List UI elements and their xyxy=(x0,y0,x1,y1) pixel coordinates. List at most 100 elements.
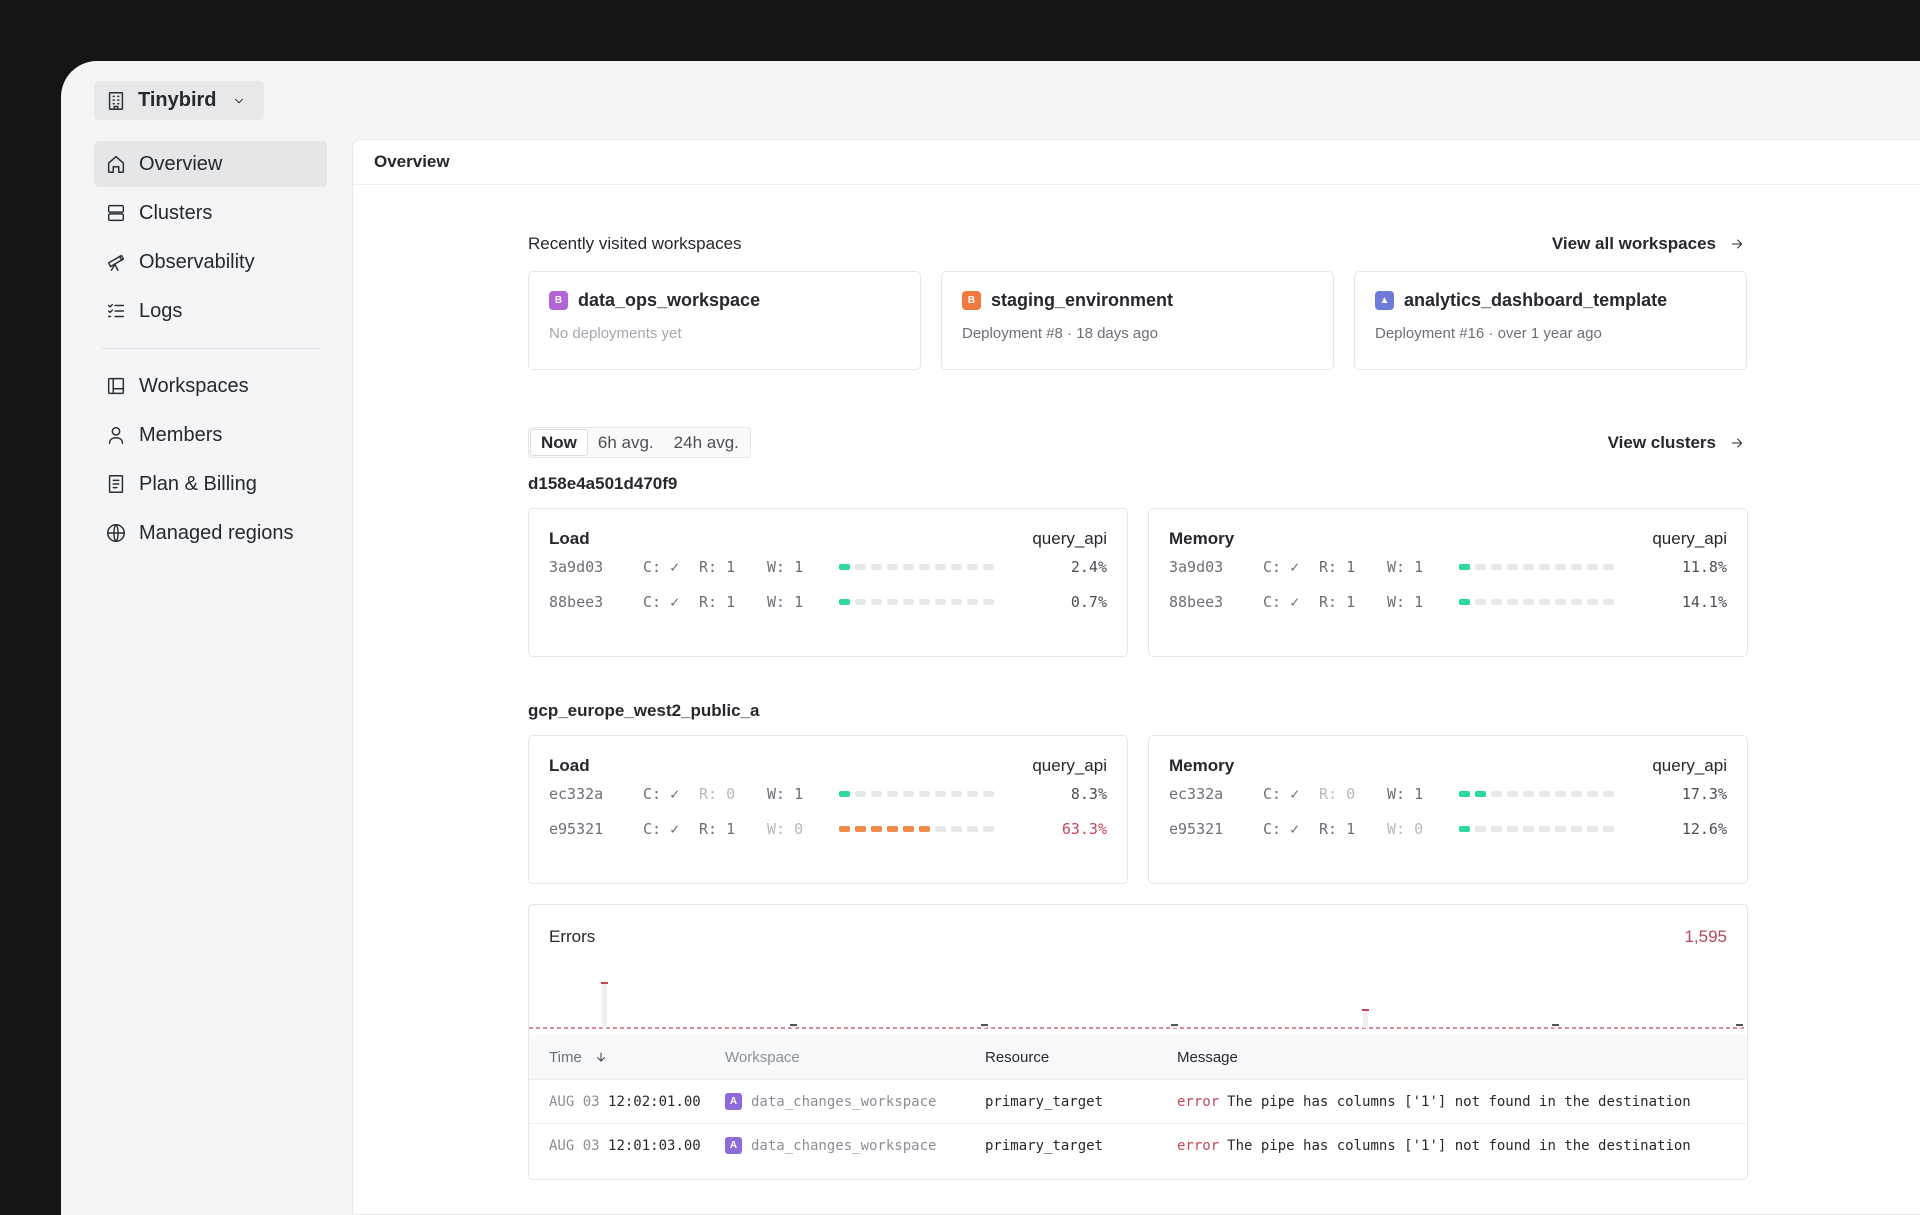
error-bar xyxy=(1363,1010,1368,1028)
usage-segment xyxy=(1491,825,1502,832)
usage-segment xyxy=(951,825,962,832)
tab-now[interactable]: Now xyxy=(530,429,588,456)
usage-segment xyxy=(1571,598,1582,605)
usage-segment xyxy=(967,825,978,832)
receipt-icon xyxy=(105,473,127,495)
column-message[interactable]: Message xyxy=(1177,1048,1238,1066)
metric-tag: query_api xyxy=(1032,529,1107,548)
sidebar-item-overview[interactable]: Overview xyxy=(94,141,327,187)
view-clusters-label: View clusters xyxy=(1607,432,1716,452)
usage-segment xyxy=(1507,790,1518,797)
workspace-deployment-info: Deployment #16 · over 1 year ago xyxy=(1375,325,1602,342)
metric-card-memory: Memory query_api ec332a C: ✓ R: 0 W: 1 1… xyxy=(1148,735,1748,884)
replica-compute: C: ✓ xyxy=(643,819,680,838)
column-workspace[interactable]: Workspace xyxy=(725,1048,800,1066)
usage-segment xyxy=(919,563,930,570)
list-check-icon xyxy=(105,300,127,322)
usage-bar xyxy=(839,598,1029,605)
sidebar-divider xyxy=(102,348,321,349)
recent-workspaces-label: Recently visited workspaces xyxy=(528,234,742,253)
errors-table-header: Time Workspace Resource Message xyxy=(529,1035,1747,1079)
org-name: Tinybird xyxy=(138,89,217,111)
time-range-tabs: Now 6h avg. 24h avg. xyxy=(528,427,751,458)
replica-write: W: 1 xyxy=(767,784,804,803)
usage-segment xyxy=(983,790,994,797)
sidebar-item-logs[interactable]: Logs xyxy=(94,288,327,334)
errors-count: 1,595 xyxy=(1684,927,1727,946)
org-switcher[interactable]: Tinybird xyxy=(94,81,264,120)
cluster-name[interactable]: gcp_europe_west2_public_a xyxy=(528,701,760,720)
workspace-card[interactable]: B staging_environment Deployment #8 · 18… xyxy=(941,271,1334,370)
usage-percent: 14.1% xyxy=(1681,592,1727,611)
usage-segment xyxy=(935,563,946,570)
tab-24h-avg[interactable]: 24h avg. xyxy=(673,432,739,452)
sidebar-item-members[interactable]: Members xyxy=(94,412,327,458)
globe-icon xyxy=(105,522,127,544)
replica-compute: C: ✓ xyxy=(1263,784,1300,803)
tab-6h-avg[interactable]: 6h avg. xyxy=(597,432,654,452)
replica-row[interactable]: e95321 C: ✓ R: 1 W: 0 12.6% xyxy=(1169,811,1727,846)
view-clusters-link[interactable]: View clusters xyxy=(1608,432,1748,454)
usage-segment xyxy=(1459,825,1470,832)
sidebar-item-clusters[interactable]: Clusters xyxy=(94,190,327,236)
metric-title: Load xyxy=(549,529,590,548)
error-bar-cap xyxy=(1552,1024,1559,1026)
usage-segment xyxy=(887,598,898,605)
usage-segment xyxy=(887,790,898,797)
usage-bar xyxy=(1459,790,1649,797)
usage-segment xyxy=(1571,790,1582,797)
replica-row[interactable]: e95321 C: ✓ R: 1 W: 0 63.3% xyxy=(549,811,1107,846)
workspace-card[interactable]: ▲ analytics_dashboard_template Deploymen… xyxy=(1354,271,1747,370)
cluster-name[interactable]: d158e4a501d470f9 xyxy=(528,474,678,493)
usage-segment xyxy=(1587,563,1598,570)
usage-percent: 17.3% xyxy=(1681,784,1727,803)
main-panel: Overview Recently visited workspaces Vie… xyxy=(352,139,1920,1215)
view-all-workspaces-link[interactable]: View all workspaces xyxy=(1552,233,1748,255)
usage-segment xyxy=(983,825,994,832)
usage-segment xyxy=(1491,790,1502,797)
usage-segment xyxy=(967,598,978,605)
usage-segment xyxy=(1475,790,1486,797)
usage-segment xyxy=(1459,563,1470,570)
usage-segment xyxy=(1475,563,1486,570)
usage-segment xyxy=(1539,790,1550,797)
replica-write: W: 0 xyxy=(767,819,804,838)
workspace-card[interactable]: B data_ops_workspace No deployments yet xyxy=(528,271,921,370)
sidebar-item-label: Plan & Billing xyxy=(139,472,257,495)
sidebar-item-workspaces[interactable]: Workspaces xyxy=(94,363,327,409)
replica-row[interactable]: 3a9d03 C: ✓ R: 1 W: 1 2.4% xyxy=(549,549,1107,584)
replica-row[interactable]: ec332a C: ✓ R: 0 W: 1 8.3% xyxy=(549,776,1107,811)
sidebar-item-observability[interactable]: Observability xyxy=(94,239,327,285)
replica-row[interactable]: 88bee3 C: ✓ R: 1 W: 1 0.7% xyxy=(549,584,1107,619)
replica-read: R: 1 xyxy=(1319,819,1356,838)
replica-compute: C: ✓ xyxy=(1263,592,1300,611)
replica-row[interactable]: ec332a C: ✓ R: 0 W: 1 17.3% xyxy=(1169,776,1727,811)
usage-segment xyxy=(887,825,898,832)
usage-segment xyxy=(935,790,946,797)
replica-read: R: 1 xyxy=(1319,592,1356,611)
sidebar-item-managed-regions[interactable]: Managed regions xyxy=(94,510,327,556)
replica-row[interactable]: 88bee3 C: ✓ R: 1 W: 1 14.1% xyxy=(1169,584,1727,619)
usage-segment xyxy=(1475,598,1486,605)
replica-id: 88bee3 xyxy=(549,592,604,611)
error-bar xyxy=(1172,1025,1177,1028)
layout-icon xyxy=(105,375,127,397)
replica-row[interactable]: 3a9d03 C: ✓ R: 1 W: 1 11.8% xyxy=(1169,549,1727,584)
usage-segment xyxy=(855,790,866,797)
replica-id: e95321 xyxy=(1169,819,1224,838)
usage-bar xyxy=(1459,825,1649,832)
metric-tag: query_api xyxy=(1032,756,1107,775)
sidebar-item-plan-billing[interactable]: Plan & Billing xyxy=(94,461,327,507)
workspace-badge: A xyxy=(725,1093,742,1110)
error-bar-cap xyxy=(601,982,608,984)
errors-title: Errors xyxy=(549,927,596,946)
replica-read: R: 0 xyxy=(699,784,736,803)
column-time[interactable]: Time xyxy=(529,1046,725,1068)
usage-segment xyxy=(1459,790,1470,797)
row-resource: primary_target xyxy=(985,1137,1104,1154)
column-resource[interactable]: Resource xyxy=(985,1048,1050,1066)
usage-segment xyxy=(1523,563,1534,570)
telescope-icon xyxy=(105,251,127,273)
